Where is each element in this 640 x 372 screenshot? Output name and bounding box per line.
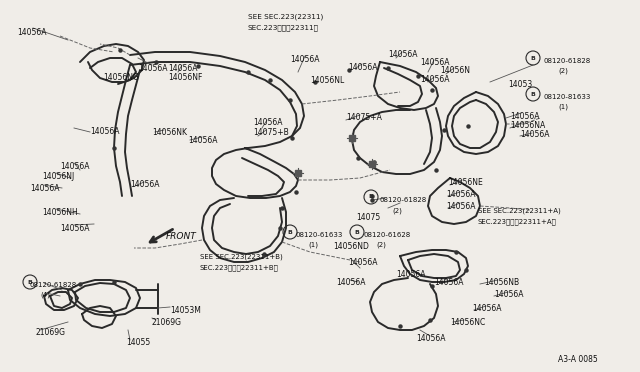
Text: 21069G: 21069G [152, 318, 182, 327]
Text: 14075+A: 14075+A [346, 113, 382, 122]
Text: 14056A: 14056A [138, 64, 168, 73]
Text: 14056NG: 14056NG [103, 73, 139, 82]
Text: 14056NF: 14056NF [168, 73, 202, 82]
Text: 14056A: 14056A [290, 55, 319, 64]
Text: 14056N: 14056N [440, 66, 470, 75]
Text: 14056NA: 14056NA [510, 121, 545, 130]
Text: 14056NL: 14056NL [310, 76, 344, 85]
Text: SEE SEC.223(22311): SEE SEC.223(22311) [248, 14, 323, 20]
Text: (1): (1) [558, 104, 568, 110]
Text: (2): (2) [376, 242, 386, 248]
Text: (1): (1) [308, 242, 318, 248]
Text: B: B [28, 279, 33, 285]
Text: (2): (2) [558, 68, 568, 74]
Text: 14056A: 14056A [348, 63, 378, 72]
Text: SEC.223参図（22311+A）: SEC.223参図（22311+A） [478, 218, 557, 225]
Text: SEC.223参図（22311+B）: SEC.223参図（22311+B） [200, 264, 279, 270]
Text: 14056NE: 14056NE [448, 178, 483, 187]
Text: 14056NC: 14056NC [450, 318, 485, 327]
Text: 14056A: 14056A [388, 50, 417, 59]
Text: 14053: 14053 [508, 80, 532, 89]
Text: 08120-61828: 08120-61828 [380, 197, 428, 203]
Text: 14075: 14075 [356, 213, 380, 222]
Text: 14056A: 14056A [168, 64, 198, 73]
Text: SEC.223参図（22311）: SEC.223参図（22311） [248, 24, 319, 31]
Text: 14056A: 14056A [60, 162, 90, 171]
Text: 14056A: 14056A [60, 224, 90, 233]
Text: B: B [355, 230, 360, 234]
Text: 14056A: 14056A [30, 184, 60, 193]
Text: A3-A 0085: A3-A 0085 [558, 355, 598, 364]
Text: 14056A: 14056A [90, 127, 120, 136]
Text: 08120-61828: 08120-61828 [30, 282, 77, 288]
Text: 14056NB: 14056NB [484, 278, 519, 287]
Text: B: B [531, 92, 536, 96]
Text: 14053M: 14053M [170, 306, 201, 315]
Text: 08120-61828: 08120-61828 [544, 58, 591, 64]
Text: 14056A: 14056A [510, 112, 540, 121]
Text: FRONT: FRONT [166, 232, 196, 241]
Text: 14056A: 14056A [472, 304, 502, 313]
Text: 21069G: 21069G [36, 328, 66, 337]
Text: 14056A: 14056A [130, 180, 159, 189]
Text: 14056A: 14056A [420, 75, 449, 84]
Text: 14056A: 14056A [336, 278, 365, 287]
Text: 14056A: 14056A [446, 190, 476, 199]
Text: B: B [531, 55, 536, 61]
Text: 14056NH: 14056NH [42, 208, 77, 217]
Text: (2): (2) [392, 207, 402, 214]
Text: 08120-61633: 08120-61633 [296, 232, 344, 238]
Text: 14056A: 14056A [348, 258, 378, 267]
Text: 14056A: 14056A [17, 28, 47, 37]
Text: 14056ND: 14056ND [333, 242, 369, 251]
Text: 14056A: 14056A [494, 290, 524, 299]
Text: B: B [287, 230, 292, 234]
Text: B: B [369, 195, 373, 199]
Text: 14056A: 14056A [188, 136, 218, 145]
Text: 14056A: 14056A [434, 278, 463, 287]
Text: 08120-81633: 08120-81633 [544, 94, 591, 100]
Text: 14056NJ: 14056NJ [42, 172, 74, 181]
Text: 14056A: 14056A [446, 202, 476, 211]
Text: SEE SEC.223(22311+B): SEE SEC.223(22311+B) [200, 254, 283, 260]
Text: 14056A: 14056A [253, 118, 282, 127]
Text: (4): (4) [40, 292, 50, 298]
Text: 08120-61628: 08120-61628 [364, 232, 412, 238]
Text: 14056NK: 14056NK [152, 128, 187, 137]
Text: SEE SEC.223(22311+A): SEE SEC.223(22311+A) [478, 208, 561, 215]
Text: 14055: 14055 [126, 338, 150, 347]
Text: 14056A: 14056A [420, 58, 449, 67]
Text: 14056A: 14056A [416, 334, 445, 343]
Text: 14075+B: 14075+B [253, 128, 289, 137]
Text: 14056A: 14056A [396, 270, 426, 279]
Text: 14056A: 14056A [520, 130, 550, 139]
